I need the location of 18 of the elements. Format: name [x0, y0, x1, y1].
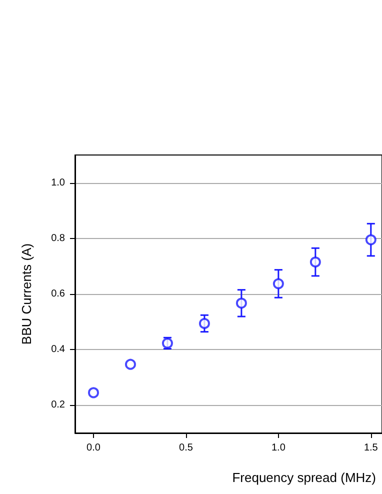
- y-tick-label: 0.2: [51, 400, 66, 411]
- point: [272, 278, 284, 290]
- x-tick-label: 0.5: [179, 442, 194, 454]
- y-tick-label: 0.8: [51, 232, 66, 244]
- point: [365, 234, 376, 246]
- y-axis-title: BBU Currents (A): [19, 243, 34, 345]
- point: [124, 358, 136, 370]
- x-tick-label: 0.0: [86, 442, 101, 454]
- y-tick-label: 0.6: [51, 288, 66, 300]
- point: [310, 256, 321, 268]
- y-tick-label: 1.0: [51, 177, 66, 188]
- point: [236, 298, 247, 309]
- x-tick-label: 1.5: [364, 442, 378, 454]
- point: [88, 387, 99, 398]
- y-tick-label: 0.4: [51, 344, 66, 356]
- x-axis-title: Frequency spread (MHz): [232, 470, 376, 485]
- point: [198, 318, 210, 329]
- x-tick-label: 1.0: [271, 442, 286, 454]
